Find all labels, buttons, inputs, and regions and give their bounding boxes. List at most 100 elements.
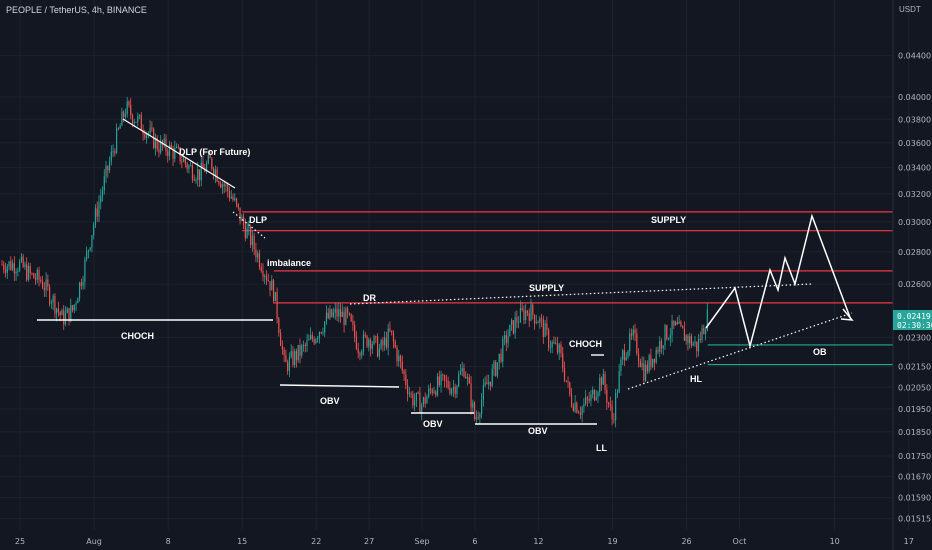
candle-down [350,314,352,322]
candle-up [100,196,102,203]
annotation-ll: LL [596,443,607,453]
candle-down [216,169,218,182]
candle-up [133,121,135,124]
candle-up [629,333,631,351]
candle-down [468,377,470,384]
y-tick-label: 0.03800 [898,115,931,124]
candle-down [135,121,137,123]
candle-down [354,324,356,337]
candle-up [149,127,151,133]
candle-up [697,338,700,352]
candle-up [108,161,111,171]
time-axis[interactable]: 25 Aug 8 15 22 27 Sep 6 12 19 26 Oct 10 17 [15,537,914,546]
candle-down [403,370,405,375]
candle-up [318,332,320,339]
candle-down [540,318,543,320]
dlp-dotted-line[interactable] [232,211,266,239]
candle-down [177,146,179,148]
candle-up [200,162,202,181]
candle-down [533,314,536,324]
candle-down [396,347,398,362]
candle-up [704,330,707,335]
x-tick-label: 12 [533,537,543,546]
candle-down [611,405,613,420]
candle-down [528,312,530,321]
candle-down [237,203,239,208]
candle-up [241,216,243,221]
candle-down [38,270,40,280]
candle-up [230,196,232,199]
candle-up [214,169,216,176]
candle-up [685,335,687,341]
candle-up [334,308,336,313]
candle-up [52,295,54,303]
candle-down [253,235,255,249]
candle-down [117,128,119,130]
candle-down [687,335,689,344]
candle-up [428,388,430,397]
candle-down [272,280,275,302]
candle-up [466,377,469,379]
candle-down [220,183,222,188]
candle-down [280,332,282,346]
hl-dotted-trendline[interactable] [627,312,853,390]
candle-up [137,116,139,123]
candle-down [123,111,125,117]
candle-up [61,310,63,316]
candle-up [530,304,532,321]
candle-down [696,341,698,352]
candle-up [248,226,250,229]
candle-up [620,359,622,371]
candle-up [652,358,654,367]
price-axis[interactable]: 0.04400 0.04000 0.03800 0.03600 0.03400 0.032… [892,0,931,550]
candle-down [563,368,566,381]
candle-up [101,190,104,197]
candle-up [451,389,453,394]
candle-up [98,202,100,217]
candle-down [232,196,234,200]
candle-down [489,381,492,386]
candle-up [493,361,495,369]
candle-up [94,208,97,225]
candle-up [648,355,650,372]
candle-up [458,374,460,386]
candle-down [244,224,246,239]
candle-up [481,399,483,415]
candle-up [519,308,522,323]
candle-up [264,275,266,277]
candle-up [502,338,504,362]
candle-up [315,339,317,344]
projection-path[interactable] [705,213,852,349]
symbol-title[interactable]: PEOPLE / TetherUS, 4h, BINANCE [6,5,147,15]
candle-down [389,328,391,331]
y-tick-label: 0.04400 [898,52,931,61]
candle-down [486,382,488,385]
annotation-supply-top: SUPPLY [651,215,686,225]
dlp-trendline[interactable] [122,118,236,189]
candle-up [78,282,81,299]
candle-up [84,259,86,282]
annotation-ob: OB [813,347,827,357]
candle-down [202,162,204,169]
candle-down [352,321,354,325]
candle-up [475,417,477,420]
candle-down [49,286,51,304]
candle-down [4,269,7,273]
candle-down [653,358,656,363]
candle-down [650,355,652,367]
candle-down [343,311,345,325]
candle-up [56,308,58,314]
candle-down [211,158,213,169]
candle-down [33,273,35,279]
obv-line-1[interactable] [279,384,400,388]
candle-up [207,155,209,164]
candle-up [525,310,527,321]
candle-down [29,266,31,274]
candle-down [449,387,451,394]
candle-up [45,279,47,291]
candle-up [378,348,380,357]
candle-up [422,397,425,405]
candle-up [87,250,90,252]
